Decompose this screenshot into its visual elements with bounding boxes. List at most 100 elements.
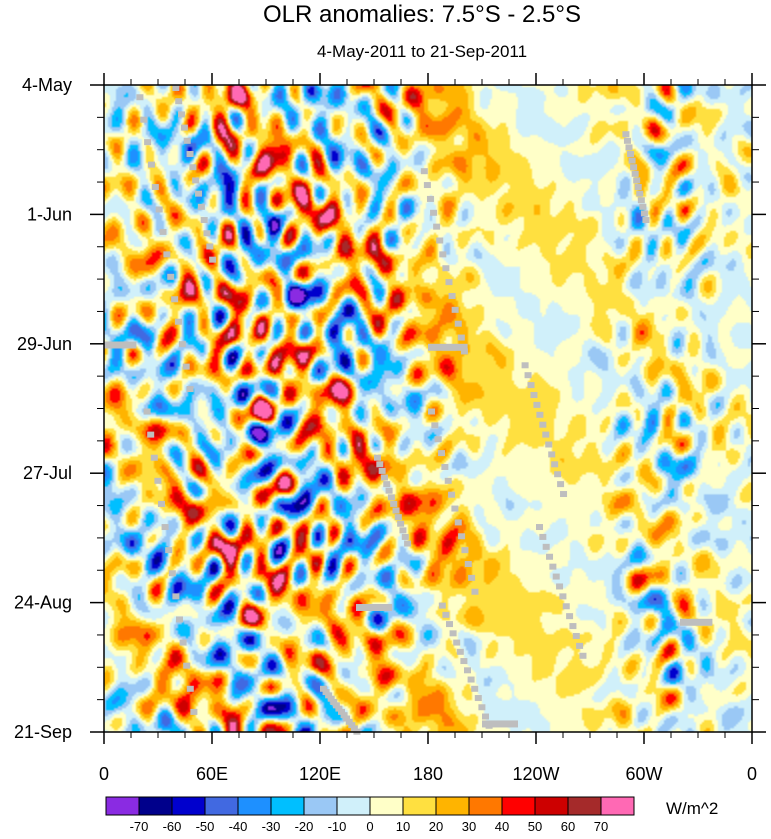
missing-data-cell [174,318,182,325]
missing-data-cell [136,94,144,101]
missing-data-cell [546,553,554,560]
missing-data-cell [566,613,574,620]
missing-data-cell [423,182,431,189]
missing-data-cell [178,341,186,348]
missing-data-bar [428,343,468,351]
missing-data-cell [631,170,639,177]
missing-data-cell [348,722,356,729]
missing-data-cell [530,391,538,398]
missing-data-cell [397,520,405,527]
missing-data-cell [399,527,407,534]
missing-data-cell [639,203,647,210]
missing-data-cell [478,704,486,711]
missing-data-cell [401,533,409,540]
missing-data-cell [376,461,384,468]
colorbar-units: W/m^2 [666,799,718,818]
missing-data-cell [636,190,644,197]
colorbar-swatch [501,796,536,816]
missing-data-cell [461,547,469,554]
missing-data-cell [456,648,464,655]
missing-data-cell [438,450,446,457]
x-axis: 0 60E 120E 180 120W 60W 0 [99,73,757,784]
missing-data-cell [140,116,148,123]
missing-data-cell [460,658,468,665]
missing-data-cell [426,195,434,202]
missing-data-cell [460,348,468,355]
missing-data-cell [200,217,208,224]
missing-data-cell [551,461,559,468]
missing-data-cell [161,524,169,531]
missing-data-bar [356,603,392,611]
missing-data-cell [464,667,471,674]
x-tick-label: 180 [413,764,443,784]
chart-subtitle: 4-May-2011 to 21-Sep-2011 [317,42,527,61]
missing-data-cell [151,184,159,191]
missing-data-cell [209,256,217,263]
missing-data-cell [335,705,343,712]
missing-data-cell [147,161,155,168]
missing-data-cell [195,190,203,197]
missing-data-cell [325,692,333,699]
colorbar-label: 70 [594,819,608,834]
missing-data-cell [634,184,642,191]
missing-data-cell [203,230,211,237]
missing-data-cell [167,273,175,280]
missing-data-cell [449,630,457,637]
x-tick-label: 60W [625,764,662,784]
missing-data-cell [474,695,482,702]
missing-data-cell [158,500,165,507]
missing-data-cell [404,540,412,547]
missing-data-cell [556,583,564,590]
missing-data-cell [320,685,327,692]
missing-data-cell [186,386,194,393]
colorbar-label: -50 [196,819,215,834]
missing-data-cell [159,228,167,235]
missing-data-cell [569,623,577,630]
missing-data-cell [183,137,191,144]
missing-data-cell [175,98,183,105]
y-tick-label: 27-Jul [23,463,72,483]
missing-data-cell [560,491,568,498]
colorbar-swatch [369,796,404,816]
missing-data-cell [557,481,565,488]
colorbar-label: 0 [366,819,373,834]
missing-data-cell [190,708,198,715]
colorbar-label: -70 [130,819,149,834]
colorbar: -70 -60 -50 -40 -30 -20 -10 0 10 20 30 40 50 60 70 [105,796,635,834]
missing-data-cell [549,563,557,570]
colorbar-swatch [567,796,602,816]
missing-data-cell [374,454,381,461]
colorbar-swatch [138,796,173,816]
missing-data-cell [383,481,391,488]
missing-data-cell [527,382,535,389]
chart-title: OLR anomalies: 7.5°S - 2.5°S [263,1,581,28]
missing-data-cell [327,695,335,702]
missing-data-cell [533,401,541,408]
colorbar-swatch [402,796,437,816]
missing-data-cell [168,570,176,577]
colorbar-swatch [435,796,470,816]
missing-data-cell [576,642,584,649]
y-tick-label: 4-May [22,75,72,95]
y-tick-label: 29-Jun [17,334,72,354]
missing-data-cell [442,611,450,618]
missing-data-cell [436,237,444,244]
colorbar-label: -20 [295,819,314,834]
colorbar-label: -60 [163,819,182,834]
missing-data-cell [628,157,636,164]
missing-data-bar [482,720,518,728]
missing-data-cell [155,206,163,213]
colorbar-label: 30 [462,819,476,834]
missing-data-cell [385,487,393,494]
missing-data-cell [183,662,191,669]
missing-data-cell [340,712,348,719]
y-tick-label: 1-Jun [27,204,72,224]
missing-data-cell [439,251,447,258]
missing-data-cell [446,621,453,628]
missing-data-cell [642,217,650,224]
missing-data-cell [345,718,353,725]
missing-data-cell [197,203,205,210]
missing-data-cell [453,639,461,646]
missing-data-cell [441,463,449,470]
